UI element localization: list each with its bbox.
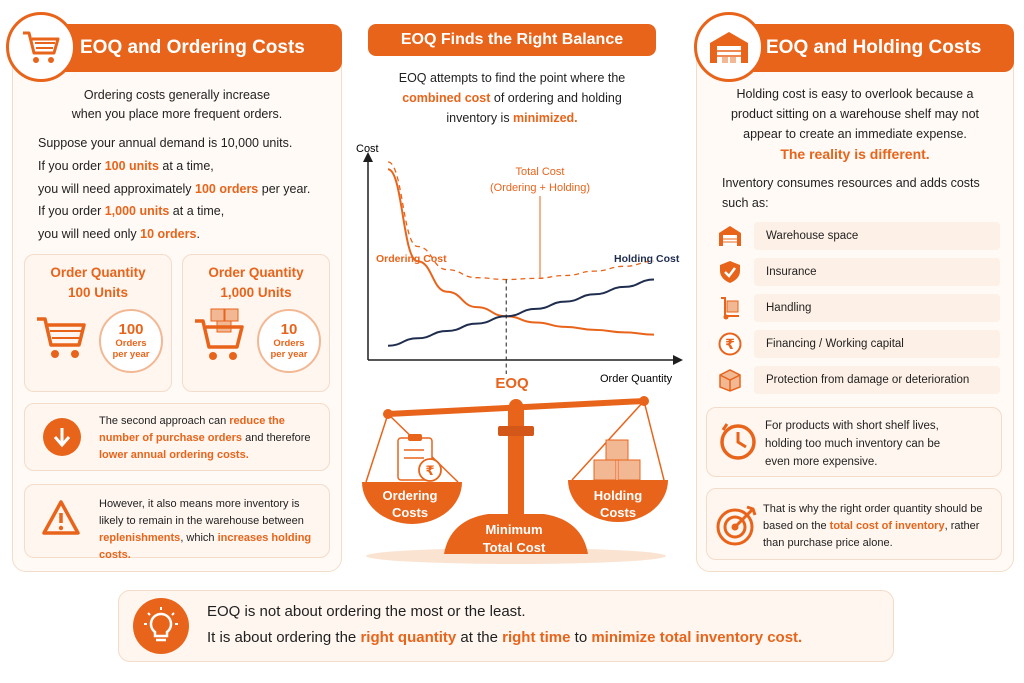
eoq-label: EOQ (495, 375, 529, 392)
ordering-example: Suppose your annual demand is 10,000 uni… (38, 136, 311, 241)
cart-header-icon (6, 12, 76, 82)
reduce-orders-note: The second approach can reduce the numbe… (24, 403, 330, 471)
holding-cost-line (387, 278, 655, 347)
balance-intro: EOQ attempts to find the point where the… (398, 71, 626, 125)
arrow-down-icon (43, 418, 81, 456)
cost-item-protection: Protection from damage or deterioration (714, 366, 1000, 394)
y-axis-label: Cost (356, 143, 379, 155)
holding-cost-label: Holding Cost (614, 253, 680, 265)
shelf-life-note: For products with short shelf lives, hol… (706, 407, 1002, 477)
cost-item-insurance: Insurance (714, 258, 1000, 286)
ordering-costs-pan-label: Ordering Costs (382, 488, 438, 520)
balance-title: EOQ Finds the Right Balance (368, 24, 656, 56)
total-cost-label: Total Cost (516, 166, 565, 178)
holding-costs-pan-label: Holding Costs (593, 488, 643, 520)
svg-text:₹: ₹ (425, 464, 434, 479)
ordering-cost-label: Ordering Cost (376, 253, 447, 265)
orders-per-year-badge: 10 Orders per year (257, 309, 321, 373)
holding-increase-note: However, it also means more inventory is… (24, 484, 330, 561)
warehouse-icon (719, 226, 741, 246)
total-cost-sublabel: (Ordering + Holding) (490, 182, 590, 194)
orders-per-year-badge: 100 Orders per year (99, 309, 163, 373)
box-icon (719, 369, 741, 392)
summary-line-1: EOQ is not about ordering the most or th… (207, 603, 526, 620)
hand-truck-icon (721, 297, 739, 320)
summary-banner: EOQ is not about ordering the most or th… (118, 590, 894, 662)
balance-scale-icon: ₹ (362, 396, 668, 564)
ordering-costs-title: EOQ and Ordering Costs (80, 37, 305, 58)
order-quantity-card-1000: Order Quantity 1,000 Units 10 Orders per … (182, 254, 330, 392)
minimum-total-cost-label: Minimum Total Cost (482, 522, 546, 555)
cost-item-financing: ₹ Financing / Working capital (714, 330, 1000, 358)
total-cost-note: That is why the right order quantity sho… (706, 488, 1002, 560)
summary-line-2: It is about ordering the right quantity … (207, 629, 803, 646)
cost-item-warehouse: Warehouse space (714, 222, 1000, 250)
consumes-statement: Inventory consumes resources and adds co… (722, 176, 980, 210)
ordering-costs-header: EOQ and Ordering Costs (44, 24, 342, 72)
target-icon (715, 503, 759, 552)
warehouse-header-icon (694, 12, 764, 82)
x-axis-label: Order Quantity (600, 373, 673, 385)
ordering-intro: Ordering costs generally increase when y… (71, 88, 283, 122)
total-cost-line (387, 161, 655, 281)
ordering-cost-line (387, 168, 655, 336)
x-axis-arrow (673, 355, 683, 365)
clock-icon (717, 420, 759, 467)
eoq-cost-chart: Cost Order Quantity Total Cost (Ordering… (356, 143, 683, 385)
holding-costs-header: EOQ and Holding Costs (726, 24, 1014, 72)
holding-costs-title: EOQ and Holding Costs (766, 37, 982, 58)
cart-icon (37, 317, 86, 358)
shield-check-icon (720, 261, 740, 283)
warning-icon (41, 499, 81, 542)
lightbulb-icon (133, 598, 189, 654)
cost-item-handling: Handling (714, 294, 1000, 322)
y-axis-arrow (363, 152, 373, 162)
rupee-icon: ₹ (718, 332, 742, 356)
holding-intro: Holding cost is easy to overlook because… (730, 87, 980, 141)
order-quantity-card-100: Order Quantity 100 Units 100 Orders per y… (24, 254, 172, 392)
svg-text:₹: ₹ (725, 337, 735, 353)
cart-with-boxes-icon (195, 308, 244, 360)
reality-statement: The reality is different. (780, 146, 930, 162)
